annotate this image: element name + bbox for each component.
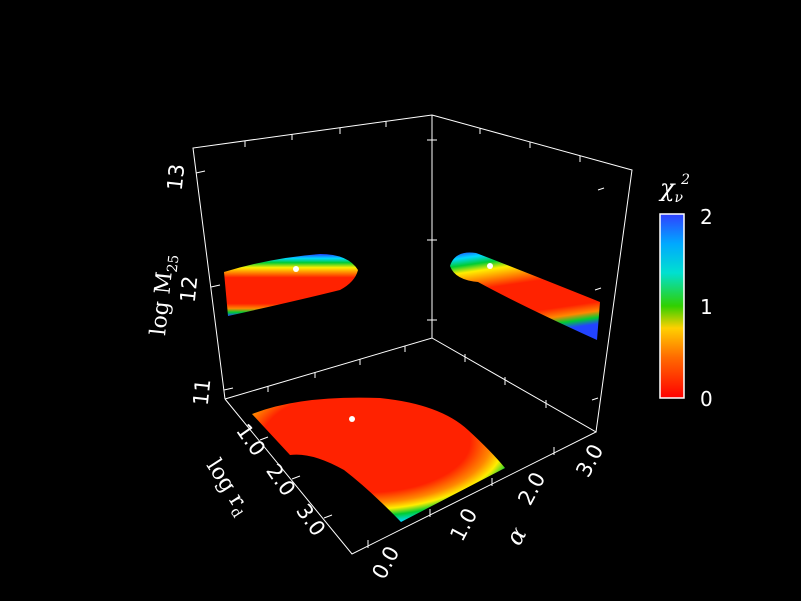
x-tick-label-2: 2.0	[261, 459, 300, 500]
colorbar-tick-2: 2	[700, 205, 713, 229]
best-fit-marker-left-wall	[293, 266, 299, 272]
y-tick-label-2: 2.0	[513, 468, 550, 509]
y-tick-label-3: 3.0	[571, 440, 608, 481]
z-tick-label-11: 11	[189, 378, 216, 407]
x-tick-label-3: 3.0	[291, 499, 330, 540]
colorbar-title-sub: ν	[675, 190, 684, 206]
colorbar-tick-0: 0	[700, 387, 713, 411]
colorbar-scale	[659, 213, 685, 399]
z-tick-label-12: 12	[176, 275, 203, 304]
left-wall-contour	[224, 254, 358, 316]
floor-contour	[252, 397, 505, 522]
best-fit-marker-floor	[349, 416, 355, 422]
colorbar-title-main: χ	[658, 174, 676, 202]
colorbar: χν2 2 1 0	[658, 172, 713, 411]
colorbar-title: χν 2	[658, 172, 690, 206]
right-wall-contour	[450, 252, 600, 340]
best-fit-marker-right-wall	[487, 263, 493, 269]
z-tick-label-13: 13	[163, 163, 190, 192]
colorbar-title-sup: 2	[680, 172, 690, 188]
x-axis-title-main: log r	[201, 455, 250, 513]
x-axis-title: log rd	[198, 455, 255, 521]
tick-marks	[195, 121, 605, 548]
z-axis-title-main: log M	[146, 270, 178, 336]
colorbar-tick-1: 1	[700, 295, 713, 319]
y-axis-title: α	[500, 522, 532, 550]
y-tick-label-0: 0.0	[367, 542, 404, 583]
box-frame	[192, 114, 633, 555]
best-fit-markers	[293, 263, 493, 422]
z-axis-title-sub: 25	[165, 254, 183, 273]
y-tick-label-1: 1.0	[445, 504, 482, 545]
